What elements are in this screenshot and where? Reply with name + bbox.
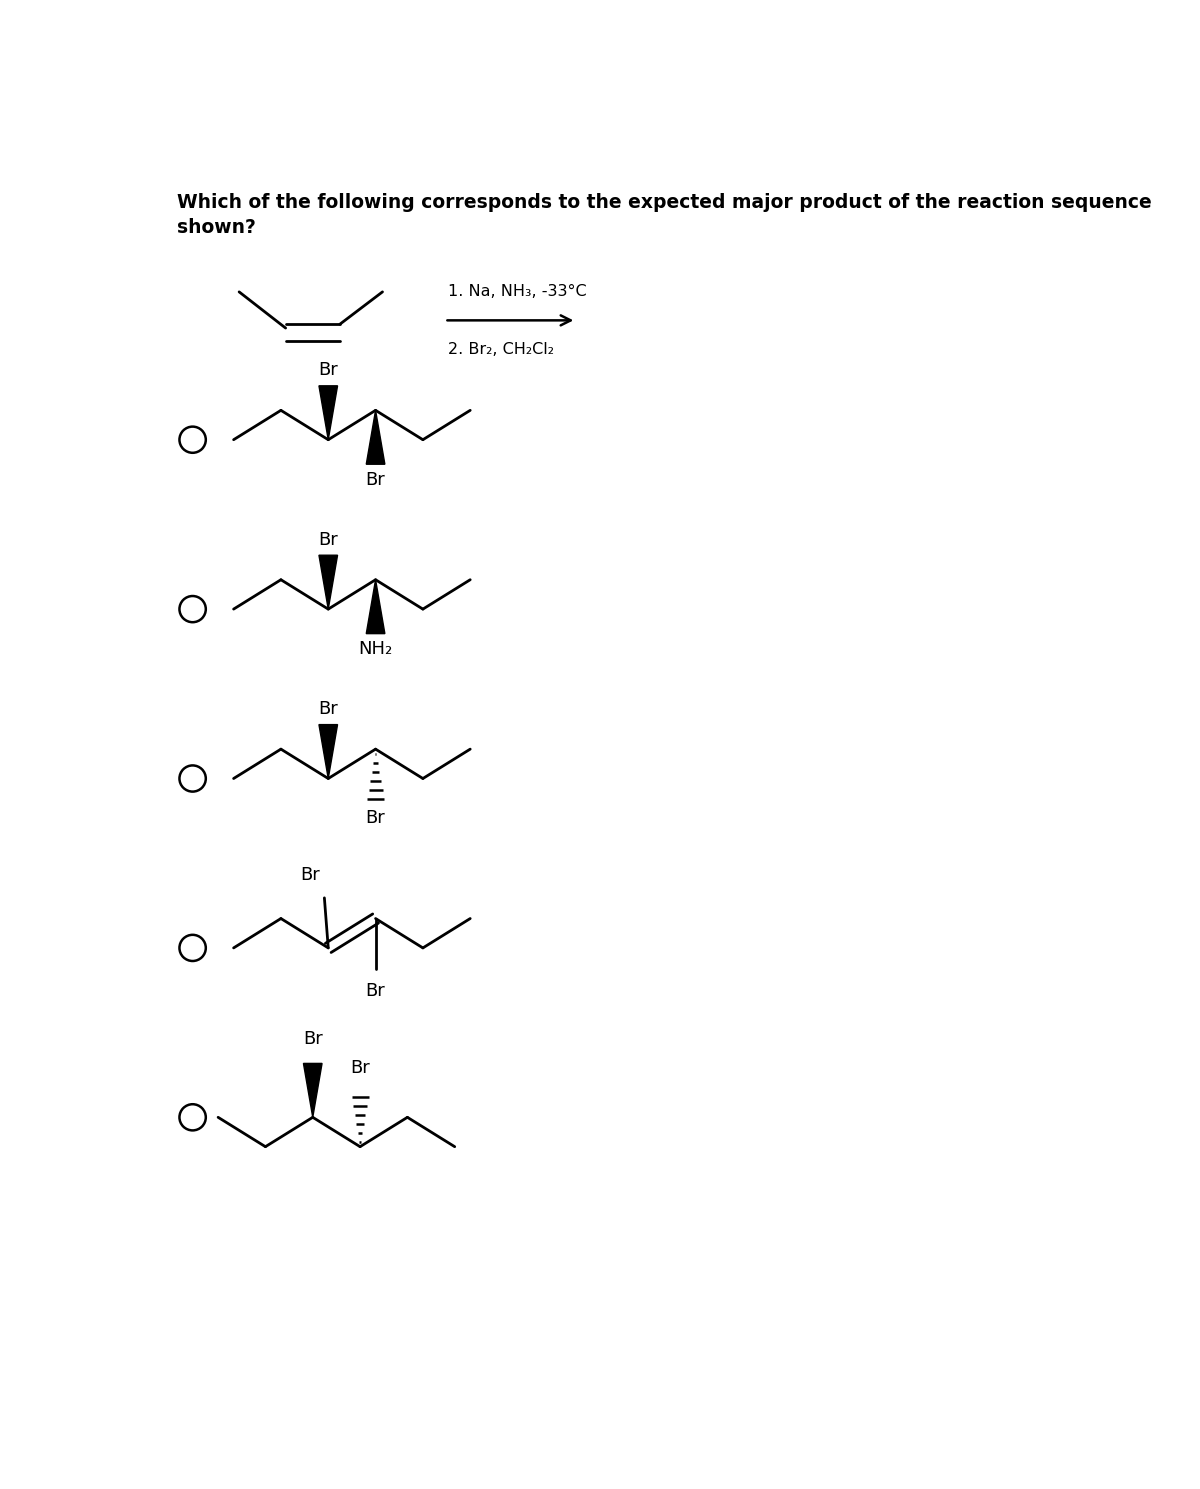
Polygon shape xyxy=(319,555,337,609)
Polygon shape xyxy=(319,386,337,439)
Text: 2. Br₂, CH₂Cl₂: 2. Br₂, CH₂Cl₂ xyxy=(449,342,554,357)
Text: shown?: shown? xyxy=(178,217,256,237)
Text: NH₂: NH₂ xyxy=(359,640,392,658)
Text: Br: Br xyxy=(366,810,385,828)
Polygon shape xyxy=(366,411,385,465)
Polygon shape xyxy=(319,725,337,779)
Text: 1. Na, NH₃, -33°C: 1. Na, NH₃, -33°C xyxy=(449,284,587,299)
Text: Br: Br xyxy=(300,867,320,884)
Text: Br: Br xyxy=(318,700,338,718)
Polygon shape xyxy=(366,579,385,634)
Text: Br: Br xyxy=(302,1030,323,1048)
Text: Br: Br xyxy=(366,983,385,1001)
Text: Which of the following corresponds to the expected major product of the reaction: Which of the following corresponds to th… xyxy=(178,194,1152,213)
Text: Br: Br xyxy=(350,1059,370,1078)
Polygon shape xyxy=(304,1063,322,1117)
Text: Br: Br xyxy=(366,471,385,488)
Text: Br: Br xyxy=(318,362,338,380)
Text: Br: Br xyxy=(318,530,338,549)
